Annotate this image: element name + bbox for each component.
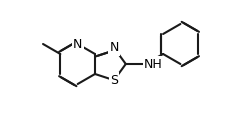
Text: N: N [109,41,118,54]
Text: S: S [109,74,117,87]
Text: N: N [73,37,82,51]
Text: NH: NH [143,58,162,70]
